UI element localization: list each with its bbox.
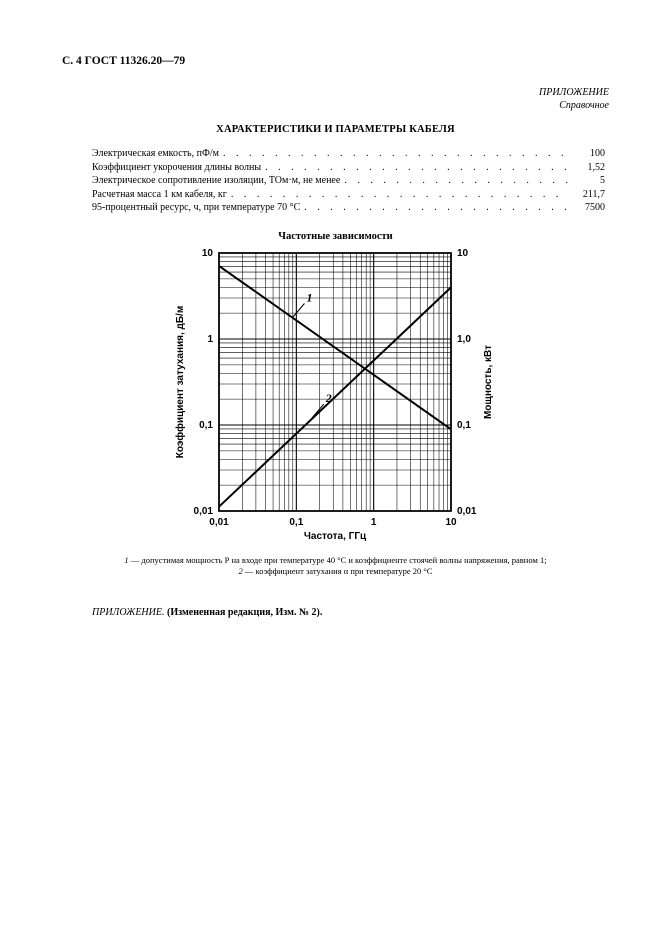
svg-text:0,1: 0,1	[289, 517, 303, 528]
caption-line-1: — допустимая мощность Р на входе при тем…	[129, 555, 547, 565]
leader-dots	[340, 174, 569, 188]
svg-text:0,01: 0,01	[457, 506, 477, 517]
chart-caption: 1 — допустимая мощность Р на входе при т…	[62, 555, 609, 578]
svg-text:Частота, ГГц: Частота, ГГц	[303, 531, 366, 542]
svg-text:1,0: 1,0	[457, 334, 471, 345]
param-row: Электрическое сопротивление изоляции, ТО…	[62, 174, 609, 188]
parameter-list: Электрическая емкость, пФ/м100Коэффициен…	[62, 147, 609, 215]
param-row: Электрическая емкость, пФ/м 100	[62, 147, 609, 161]
param-value: 5	[569, 174, 609, 188]
svg-text:2: 2	[324, 391, 331, 405]
svg-text:10: 10	[445, 517, 457, 528]
svg-text:0,01: 0,01	[193, 506, 213, 517]
footnote-text: (Измененная редакция, Изм. № 2).	[165, 607, 323, 618]
svg-text:1: 1	[207, 334, 213, 345]
param-label: Расчетная масса 1 км кабеля, кг	[62, 188, 227, 202]
section-title: ХАРАКТЕРИСТИКИ И ПАРАМЕТРЫ КАБЕЛЯ	[62, 124, 609, 135]
param-label: Электрическая емкость, пФ/м	[62, 147, 219, 161]
param-label: 95-процентный ресурс, ч, при температуре…	[62, 201, 300, 215]
frequency-chart: 120,010,11100,010,11100,010,11,010Частот…	[171, 245, 501, 545]
param-label: Коэффициент укорочения длины волны	[62, 161, 261, 175]
svg-text:1: 1	[370, 517, 376, 528]
param-value: 1,52	[569, 161, 609, 175]
appendix-label: ПРИЛОЖЕНИЕ	[62, 87, 609, 100]
leader-dots	[300, 201, 569, 215]
caption-line-2: — коэффициент затухания α при температур…	[243, 566, 433, 576]
svg-text:Мощность, кВт: Мощность, кВт	[483, 344, 494, 418]
param-value: 211,7	[569, 188, 609, 202]
leader-dots	[227, 188, 569, 202]
svg-text:0,1: 0,1	[457, 420, 471, 431]
svg-text:Коэффициент затухания, дБ/м: Коэффициент затухания, дБ/м	[174, 305, 186, 457]
appendix-block: ПРИЛОЖЕНИЕ Справочное	[62, 87, 609, 112]
param-row: Коэффициент укорочения длины волны 1,52	[62, 161, 609, 175]
svg-text:0,01: 0,01	[209, 517, 229, 528]
param-value: 100	[569, 147, 609, 161]
appendix-sub: Справочное	[62, 100, 609, 113]
param-row: Расчетная масса 1 км кабеля, кг 211,7	[62, 188, 609, 202]
footnote-prefix: ПРИЛОЖЕНИЕ.	[92, 607, 165, 618]
svg-text:1: 1	[306, 290, 312, 304]
param-label: Электрическое сопротивление изоляции, ТО…	[62, 174, 340, 188]
footnote: ПРИЛОЖЕНИЕ. (Измененная редакция, Изм. №…	[62, 607, 609, 618]
chart-title: Частотные зависимости	[62, 231, 609, 242]
svg-text:10: 10	[201, 248, 213, 259]
param-row: 95-процентный ресурс, ч, при температуре…	[62, 201, 609, 215]
param-value: 7500	[569, 201, 609, 215]
leader-dots	[219, 147, 569, 161]
page-header: С. 4 ГОСТ 11326.20—79	[62, 55, 609, 67]
svg-text:0,1: 0,1	[199, 420, 213, 431]
leader-dots	[261, 161, 569, 175]
svg-text:10: 10	[457, 248, 469, 259]
